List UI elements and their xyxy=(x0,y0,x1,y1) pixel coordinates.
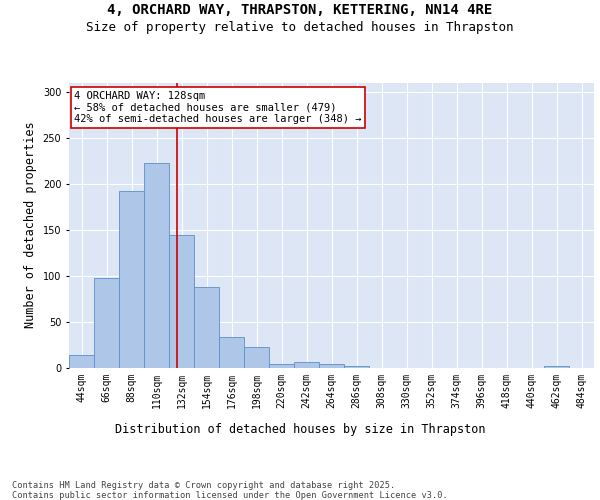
Bar xyxy=(344,366,369,368)
Bar xyxy=(269,364,294,368)
Bar xyxy=(144,164,169,368)
Bar xyxy=(194,286,219,368)
Text: Distribution of detached houses by size in Thrapston: Distribution of detached houses by size … xyxy=(115,422,485,436)
Bar xyxy=(319,364,344,368)
Bar xyxy=(119,191,144,368)
Bar xyxy=(244,348,269,368)
Bar xyxy=(544,366,569,368)
Bar xyxy=(219,337,244,368)
Bar xyxy=(294,362,319,368)
Bar xyxy=(69,354,94,368)
Y-axis label: Number of detached properties: Number of detached properties xyxy=(24,122,37,328)
Bar xyxy=(94,278,119,368)
Text: 4, ORCHARD WAY, THRAPSTON, KETTERING, NN14 4RE: 4, ORCHARD WAY, THRAPSTON, KETTERING, NN… xyxy=(107,2,493,16)
Text: Contains HM Land Registry data © Crown copyright and database right 2025.
Contai: Contains HM Land Registry data © Crown c… xyxy=(12,480,448,500)
Text: Size of property relative to detached houses in Thrapston: Size of property relative to detached ho… xyxy=(86,21,514,34)
Text: 4 ORCHARD WAY: 128sqm
← 58% of detached houses are smaller (479)
42% of semi-det: 4 ORCHARD WAY: 128sqm ← 58% of detached … xyxy=(74,91,362,124)
Bar xyxy=(169,235,194,368)
